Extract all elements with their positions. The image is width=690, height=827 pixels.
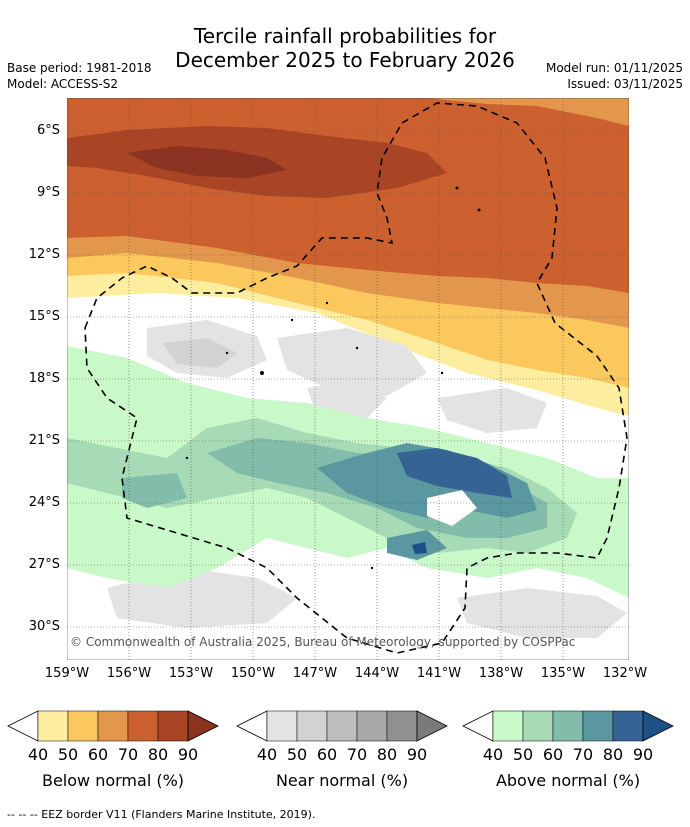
colorbar-tick-label: 70 [346, 745, 368, 764]
meta-left: Base period: 1981-2018 Model: ACCESS-S2 [7, 60, 152, 92]
colorbar-tick-label: 60 [542, 745, 564, 764]
colorbar-tick-label: 70 [117, 745, 139, 764]
lat-label-30S: 30°S [28, 619, 60, 634]
lon-label-132W: 132°W [602, 666, 648, 681]
lon-label-147W: 147°W [292, 666, 338, 681]
lon-label-159W: 159°W [44, 666, 90, 681]
colorbar-max-extend [642, 710, 674, 742]
lat-label-6S: 6°S [36, 123, 60, 138]
lat-label-9S: 9°S [36, 185, 60, 200]
near-40-patch-3 [437, 388, 547, 433]
colorbar-segment [612, 710, 644, 742]
colorbar-segment [522, 710, 554, 742]
colorbar-below [7, 710, 219, 742]
colorbar-tick-label: 40 [256, 745, 278, 764]
colorbar-segment [127, 710, 159, 742]
colorbar-above-label: Above normal (%) [495, 771, 641, 790]
meta-right: Model run: 01/11/2025 Issued: 03/11/2025 [546, 60, 683, 92]
lat-label-21S: 21°S [28, 433, 60, 448]
colorbar-tick-label: 80 [376, 745, 398, 764]
lon-label-141W: 141°W [416, 666, 462, 681]
lon-label-153W: 153°W [168, 666, 214, 681]
colorbar-segment [326, 710, 358, 742]
colorbar-min-extend [462, 710, 494, 742]
colorbar-near [236, 710, 448, 742]
model-run: Model run: 01/11/2025 [545, 61, 683, 75]
colorbar-max-extend [187, 710, 219, 742]
near-50-patch [162, 338, 237, 368]
lat-label-24S: 24°S [28, 495, 60, 510]
colorbar-below-label: Below normal (%) [41, 771, 185, 790]
colorbar-segment [582, 710, 614, 742]
lon-label-135W: 135°W [540, 666, 586, 681]
above-80-zone [397, 448, 512, 498]
colorbar-segment [67, 710, 99, 742]
title-line-1: Tercile rainfall probabilities for [193, 24, 497, 48]
colorbar-min-extend [7, 710, 39, 742]
colorbar-segment [97, 710, 129, 742]
graticule [67, 98, 629, 660]
colorbar-tick-label: 90 [177, 745, 199, 764]
colorbar-tick-label: 50 [512, 745, 534, 764]
lon-label-144W: 144°W [354, 666, 400, 681]
colorbar-tick-label: 60 [87, 745, 109, 764]
colorbar-segment [492, 710, 524, 742]
above-60-patch-west [122, 473, 187, 508]
colorbar-tick-label: 70 [572, 745, 594, 764]
lat-label-27S: 27°S [28, 557, 60, 572]
colorbar-segment [356, 710, 388, 742]
lat-label-15S: 15°S [28, 309, 60, 324]
near-40-patch-5 [457, 588, 627, 638]
colorbar-tick-label: 80 [147, 745, 169, 764]
colorbar-tick-label: 40 [482, 745, 504, 764]
colorbar-min-extend [236, 710, 268, 742]
islands [185, 186, 481, 570]
colorbar-tick-label: 90 [406, 745, 428, 764]
lat-label-12S: 12°S [28, 247, 60, 262]
colorbar-above [462, 710, 674, 742]
colorbar-tick-label: 50 [57, 745, 79, 764]
colorbar-near-label: Near normal (%) [275, 771, 409, 790]
colorbar-segment [296, 710, 328, 742]
lon-label-150W: 150°W [230, 666, 276, 681]
colorbar-segment [552, 710, 584, 742]
colorbar-segment [37, 710, 69, 742]
lat-label-18S: 18°S [28, 371, 60, 386]
map-title: Tercile rainfall probabilities for Decem… [0, 24, 690, 72]
model-name: Model: ACCESS-S2 [7, 77, 119, 91]
colorbar-tick-label: 90 [632, 745, 654, 764]
issued-date: Issued: 03/11/2025 [567, 77, 683, 91]
colorbars [7, 710, 674, 742]
below-90-zone [127, 146, 287, 178]
copyright-note: © Commonwealth of Australia 2025, Bureau… [70, 635, 575, 649]
near-40-patch-2 [277, 328, 427, 396]
colorbar-tick-label: 50 [286, 745, 308, 764]
colorbar-segment [386, 710, 418, 742]
base-period: Base period: 1981-2018 [7, 61, 152, 75]
colorbar-max-extend [416, 710, 448, 742]
near-normal-hole [427, 490, 477, 526]
lon-label-138W: 138°W [478, 666, 524, 681]
above-90-dot [412, 542, 427, 554]
colorbar-tick-label: 80 [602, 745, 624, 764]
colorbar-segment [157, 710, 189, 742]
colorbar-segment [266, 710, 298, 742]
eez-legend-note: -- -- -- EEZ border V11 (Flanders Marine… [7, 808, 316, 821]
colorbar-tick-label: 40 [27, 745, 49, 764]
colorbar-tick-label: 60 [316, 745, 338, 764]
lon-label-156W: 156°W [106, 666, 152, 681]
forecast-map: © Commonwealth of Australia 2025, Bureau… [67, 98, 629, 660]
eez-border [84, 102, 628, 654]
title-line-2: December 2025 to February 2026 [175, 48, 515, 72]
